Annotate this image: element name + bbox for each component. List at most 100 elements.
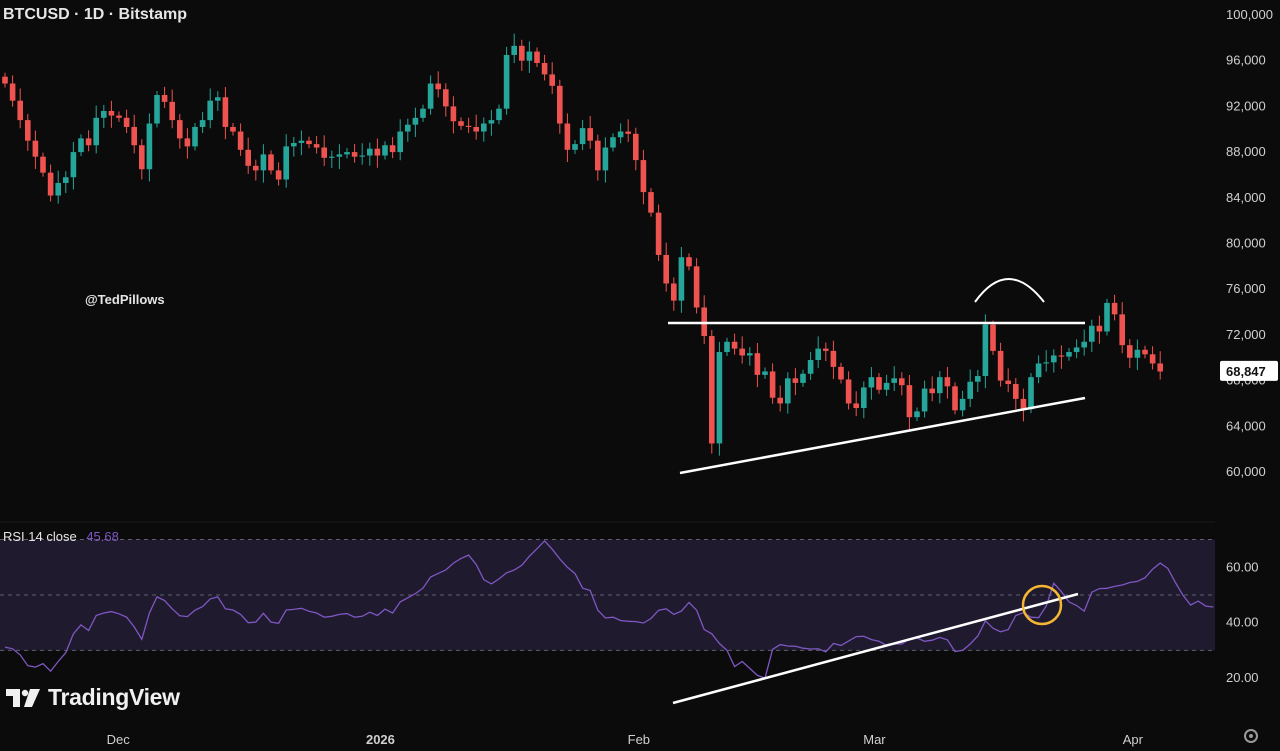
candle-body bbox=[336, 154, 343, 157]
candle-body bbox=[899, 378, 905, 386]
candle-body bbox=[1043, 362, 1049, 364]
candle-body bbox=[1149, 354, 1156, 364]
candle-body bbox=[367, 148, 373, 156]
candle-body bbox=[937, 377, 943, 394]
candle-body bbox=[914, 411, 920, 418]
candle-body bbox=[564, 123, 571, 150]
rsi-legend[interactable]: RSI 14 close 45.68 bbox=[3, 529, 119, 544]
rsi-levels bbox=[0, 539, 1215, 651]
price-tick-label: 100,000 bbox=[1226, 7, 1273, 22]
rsi-value: 45.68 bbox=[86, 529, 119, 544]
candle-body bbox=[1119, 314, 1125, 346]
price-axis[interactable]: 60,00064,00068,00072,00076,00080,00084,0… bbox=[1220, 7, 1278, 479]
candle-body bbox=[1127, 345, 1133, 358]
candle-body bbox=[769, 371, 776, 398]
candle-body bbox=[883, 382, 890, 390]
candle-body bbox=[747, 353, 753, 356]
candle-body bbox=[1081, 341, 1087, 348]
candle-body bbox=[139, 145, 145, 170]
candle-body bbox=[496, 108, 502, 121]
price-tick-label: 92,000 bbox=[1226, 98, 1266, 113]
price-tick-label: 76,000 bbox=[1226, 281, 1266, 296]
candle-body bbox=[1066, 352, 1072, 357]
candle-body bbox=[595, 140, 601, 171]
candle-body bbox=[40, 156, 46, 173]
highlight-circle bbox=[1021, 584, 1063, 626]
candle-body bbox=[435, 83, 441, 90]
candle-body bbox=[1096, 325, 1103, 332]
rsi-label: RSI 14 close bbox=[3, 529, 77, 544]
candle-body bbox=[572, 144, 578, 150]
candle-body bbox=[397, 131, 403, 153]
candle-body bbox=[291, 142, 297, 147]
candle-body bbox=[823, 348, 829, 351]
candle-body bbox=[975, 376, 981, 382]
candle-body bbox=[154, 94, 160, 124]
candle-body bbox=[952, 386, 958, 411]
candle-body bbox=[481, 123, 487, 132]
candle-body bbox=[891, 378, 897, 383]
time-tick-label: Mar bbox=[863, 732, 886, 747]
candle-body bbox=[351, 152, 358, 157]
candle-body bbox=[443, 89, 449, 107]
candle-body bbox=[815, 348, 821, 361]
candle-body bbox=[663, 254, 669, 284]
candle-body bbox=[648, 192, 654, 213]
candle-body bbox=[374, 148, 381, 156]
candle-body bbox=[655, 212, 662, 255]
symbol-title[interactable]: BTCUSD · 1D · Bitstamp bbox=[3, 6, 188, 23]
candle-body bbox=[731, 341, 738, 349]
candle-body bbox=[876, 377, 882, 390]
candle-body bbox=[716, 352, 723, 444]
candle-body bbox=[9, 83, 16, 101]
time-axis[interactable]: Dec 2026 Feb Mar Apr bbox=[107, 732, 1144, 747]
candle-body bbox=[1013, 384, 1019, 399]
candle-body bbox=[47, 172, 54, 196]
price-tick-label: 64,000 bbox=[1226, 418, 1266, 433]
candle-body bbox=[313, 144, 320, 148]
candle-body bbox=[921, 388, 928, 412]
candle-body bbox=[237, 131, 244, 150]
candle-body bbox=[762, 371, 768, 375]
rsi-tick-label: 60.00 bbox=[1226, 559, 1259, 574]
drawings[interactable] bbox=[668, 278, 1086, 705]
candle-body bbox=[1142, 349, 1148, 355]
candle-body bbox=[861, 387, 867, 409]
candle-body bbox=[268, 154, 274, 171]
tradingview-logo[interactable]: TradingView bbox=[6, 684, 180, 711]
gear-icon[interactable] bbox=[1244, 729, 1258, 743]
candle-body bbox=[1035, 363, 1042, 378]
candle-body bbox=[557, 85, 563, 124]
candle-body bbox=[359, 155, 365, 157]
candle-body bbox=[625, 131, 631, 134]
candle-body bbox=[85, 138, 92, 146]
candle-body bbox=[245, 149, 251, 166]
rsi-tick-label: 20.00 bbox=[1226, 670, 1259, 685]
candle-body bbox=[184, 138, 191, 147]
candle-body bbox=[990, 324, 996, 351]
candle-body bbox=[260, 154, 267, 171]
candle-body bbox=[1058, 355, 1065, 357]
candlestick-series bbox=[2, 33, 1163, 456]
candle-body bbox=[123, 117, 130, 127]
candle-body bbox=[1005, 380, 1011, 385]
candle-body bbox=[807, 360, 814, 374]
candle-body bbox=[633, 133, 639, 161]
candle-body bbox=[845, 379, 852, 404]
candle-body bbox=[785, 378, 791, 404]
candle-body bbox=[427, 83, 434, 109]
top-arc bbox=[974, 278, 1045, 303]
candle-body bbox=[306, 140, 312, 145]
candle-body bbox=[321, 147, 327, 158]
candle-body bbox=[101, 110, 107, 118]
candle-body bbox=[344, 152, 350, 155]
candle-body bbox=[382, 145, 388, 156]
candle-body bbox=[709, 336, 715, 444]
last-price-badge bbox=[1220, 360, 1278, 381]
candle-body bbox=[906, 385, 913, 418]
candle-body bbox=[222, 97, 229, 127]
candle-body bbox=[541, 62, 548, 75]
candle-body bbox=[671, 283, 677, 301]
rsi-axis[interactable]: 20.00 40.00 60.00 bbox=[1226, 559, 1259, 685]
